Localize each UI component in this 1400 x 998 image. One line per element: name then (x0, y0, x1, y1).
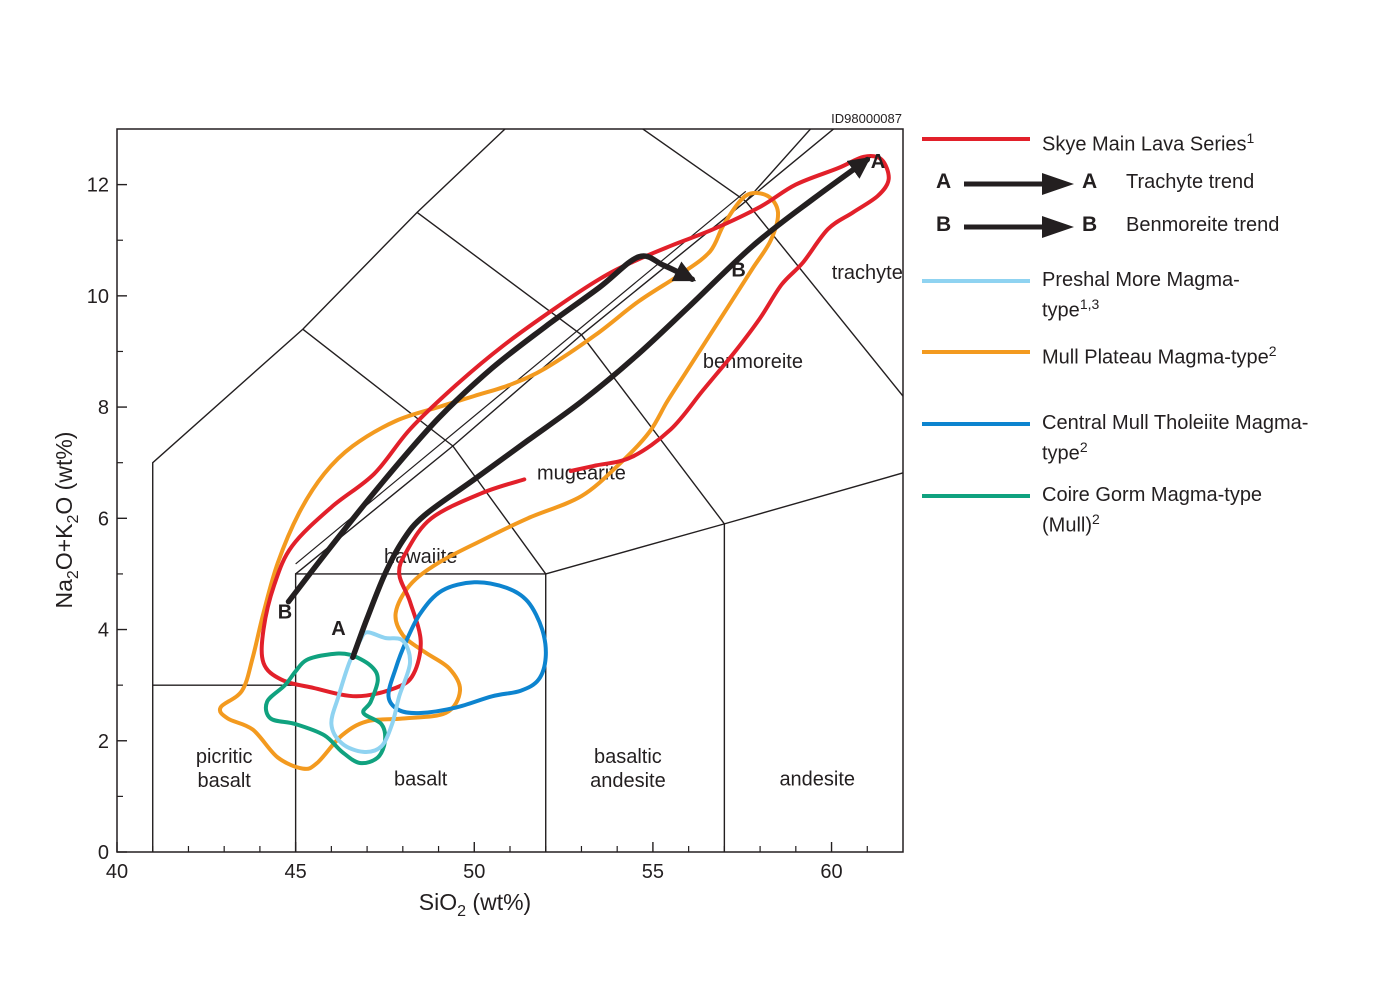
field-label: andesite (779, 768, 855, 790)
x-axis-label-main: SiO (419, 889, 457, 915)
field-label: basalt (394, 768, 448, 790)
series-outline (386, 580, 548, 716)
x-tick-label: 40 (106, 861, 128, 883)
x-axis-label-rest: (wt%) (466, 889, 531, 915)
legend-item-benmoreite-trend: B B Benmoreite trend (918, 213, 1388, 239)
x-tick-label: 55 (642, 861, 664, 883)
legend-label: Benmoreite trend (1126, 214, 1280, 236)
y-tick-label: 12 (87, 175, 109, 197)
field-boundary (745, 200, 903, 398)
field-boundary (452, 445, 547, 575)
legend-swatch (922, 279, 1030, 283)
field-boundary (152, 129, 507, 852)
trend-arrows: A A B B (278, 151, 885, 661)
arrow-right-icon (964, 173, 1074, 195)
y-axis-label-part: O+K (51, 523, 77, 570)
field-label: trachyte (832, 262, 903, 284)
series-outline (217, 190, 781, 771)
x-axis-label: SiO2 (wt%) (419, 889, 531, 920)
y-tick-label: 4 (98, 620, 109, 642)
x-tick-label: 60 (820, 861, 842, 883)
legend-swatch (922, 350, 1030, 354)
trend-label: A (871, 151, 885, 173)
axes: 40 45 50 55 60 0 2 4 6 8 10 12 (87, 175, 868, 883)
y-axis-label: Na2O+K2O (wt%) (51, 432, 82, 609)
legend-swatch (922, 494, 1030, 498)
legend-label: Preshal More Magma-type1,3 (1042, 269, 1240, 322)
data-series (217, 154, 891, 771)
trend-end-letter: A (1082, 170, 1098, 193)
y-axis-label-sub: 2 (65, 570, 82, 579)
legend-label: Trachyte trend (1126, 171, 1255, 193)
field-boundary (641, 129, 747, 202)
trend-start-letter: A (936, 170, 952, 193)
y-tick-label: 0 (98, 842, 109, 864)
series-outline (329, 630, 413, 754)
trend-arrow (350, 156, 871, 661)
field-boundary (416, 211, 582, 336)
arrow-right-icon (964, 216, 1074, 238)
y-tick-label: 6 (98, 508, 109, 530)
field-boundary (745, 129, 812, 202)
y-axis-label-part: O (wt%) (51, 432, 77, 515)
series-outline (263, 651, 388, 766)
trend-label: A (331, 618, 345, 640)
field-boundary (295, 129, 835, 575)
field-label: benmoreite (703, 351, 803, 373)
plot-frame (116, 128, 904, 853)
trend-end-letter: B (1082, 213, 1098, 236)
field-labels: picritic basalt basalt basaltic andesite ande… (196, 262, 903, 792)
legend-label: Coire Gorm Magma-type (Mull)2 (1042, 484, 1263, 537)
x-tick-label: 45 (285, 861, 307, 883)
y-tick-label: 2 (98, 731, 109, 753)
trend-start-letter: B (936, 213, 952, 236)
y-axis-label-part: Na (51, 579, 77, 609)
trend-label: B (731, 259, 745, 281)
legend-label: Skye Main Lava Series1 (1042, 130, 1255, 156)
figure-id: ID98000087 (831, 111, 902, 126)
legend-label: Central Mull Tholeiite Magma-type2 (1042, 412, 1309, 465)
field-boundary (295, 190, 747, 565)
tas-diagram: ID98000087 picritic basalt basalt basaltic a… (51, 111, 904, 920)
series-outline (259, 154, 891, 699)
field-label: mugearite (537, 462, 626, 484)
trend-arrow (285, 253, 697, 605)
y-axis-label-sub: 2 (65, 514, 82, 523)
field-label: basaltic andesite (590, 746, 666, 792)
trend-label: B (278, 601, 292, 623)
legend-item-trachyte-trend: A A Trachyte trend (918, 170, 1388, 196)
legend-label: Mull Plateau Magma-type2 (1042, 343, 1277, 369)
y-tick-label: 10 (87, 286, 109, 308)
y-tick-label: 8 (98, 397, 109, 419)
legend-swatch (922, 422, 1030, 426)
legend-swatch (922, 137, 1030, 141)
x-tick-label: 50 (463, 861, 485, 883)
field-label: picritic basalt (196, 746, 253, 792)
x-axis-label-sub: 2 (457, 903, 466, 920)
classification-boundaries (152, 129, 903, 852)
